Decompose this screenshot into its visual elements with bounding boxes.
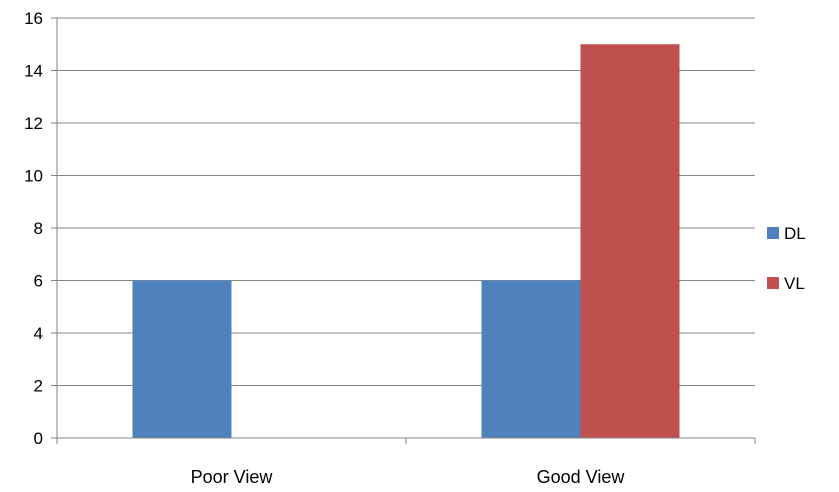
y-tick-label: 8 bbox=[34, 219, 43, 238]
legend-label-dl: DL bbox=[784, 224, 806, 243]
y-axis-tick-labels: 0 2 4 6 8 10 12 14 16 bbox=[24, 9, 43, 448]
y-tick-label: 10 bbox=[24, 167, 43, 186]
legend: DL VL bbox=[767, 224, 806, 293]
x-category-label: Poor View bbox=[191, 467, 274, 487]
x-category-label: Good View bbox=[537, 467, 626, 487]
legend-swatch-dl bbox=[767, 227, 779, 239]
y-tick-label: 2 bbox=[34, 377, 43, 396]
bar-dl-good-view bbox=[481, 280, 581, 438]
y-tick-label: 4 bbox=[34, 324, 43, 343]
axes bbox=[51, 17, 756, 444]
x-axis-category-labels: Poor View Good View bbox=[191, 467, 626, 487]
bar-dl-poor-view bbox=[132, 280, 232, 438]
legend-label-vl: VL bbox=[784, 274, 805, 293]
bar-vl-good-view bbox=[580, 44, 680, 438]
y-tick-label: 12 bbox=[24, 114, 43, 133]
y-tick-label: 16 bbox=[24, 9, 43, 28]
y-tick-label: 14 bbox=[24, 62, 43, 81]
y-tick-label: 0 bbox=[34, 429, 43, 448]
y-tick-label: 6 bbox=[34, 272, 43, 291]
bars bbox=[132, 44, 680, 438]
legend-swatch-vl bbox=[767, 277, 779, 289]
